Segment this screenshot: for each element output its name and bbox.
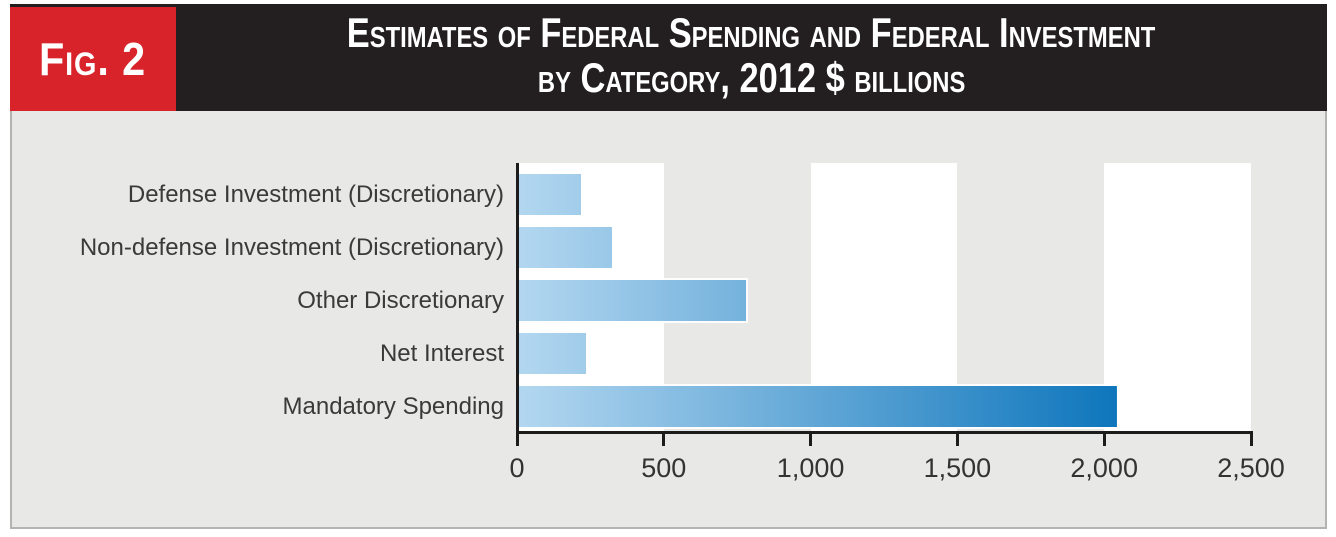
x-tick-label-0: 0 xyxy=(509,453,525,483)
x-tick-3 xyxy=(955,434,959,446)
chart-area: Defense Investment (Discretionary) Non-de… xyxy=(12,111,1325,527)
x-tick-label-1: 500 xyxy=(641,453,687,483)
x-tick-label-4: 2,000 xyxy=(1070,453,1138,483)
title-line-1: Estimates of Federal Spending and Federa… xyxy=(347,8,1156,56)
fig-number-badge: Fig. 2 xyxy=(10,7,176,111)
x-tick-label-3: 1,500 xyxy=(923,453,992,483)
x-axis-line xyxy=(515,431,1253,434)
x-tick-5 xyxy=(1249,434,1253,446)
fig-number-label: Fig. 2 xyxy=(39,33,147,85)
bar-2 xyxy=(518,280,746,321)
figure-container: Fig. 2 Estimates of Federal Spending and… xyxy=(10,4,1327,529)
x-tick-1 xyxy=(662,434,666,446)
category-label-3: Net Interest xyxy=(379,340,504,367)
figure-title: Estimates of Federal Spending and Federa… xyxy=(176,4,1327,111)
y-axis-line xyxy=(515,163,519,434)
title-line-2: by Category, 2012 $ billions xyxy=(537,53,966,101)
x-tick-0 xyxy=(515,434,519,446)
category-label-2: Other Discretionary xyxy=(297,287,504,314)
bar-1 xyxy=(518,227,612,268)
x-tick-2 xyxy=(809,434,813,446)
x-tick-label-5: 2,500 xyxy=(1217,453,1285,483)
bar-3 xyxy=(518,333,586,374)
grid-band-2000-2500 xyxy=(1104,163,1251,431)
figure-header: Fig. 2 Estimates of Federal Spending and… xyxy=(10,4,1327,111)
x-tick-label-2: 1,000 xyxy=(776,453,845,483)
category-label-4: Mandatory Spending xyxy=(282,393,504,420)
category-label-0: Defense Investment (Discretionary) xyxy=(127,181,504,208)
x-tick-4 xyxy=(1102,434,1106,446)
bar-4 xyxy=(518,386,1117,427)
category-label-1: Non-defense Investment (Discretionary) xyxy=(79,234,504,261)
bar-0 xyxy=(518,174,582,215)
